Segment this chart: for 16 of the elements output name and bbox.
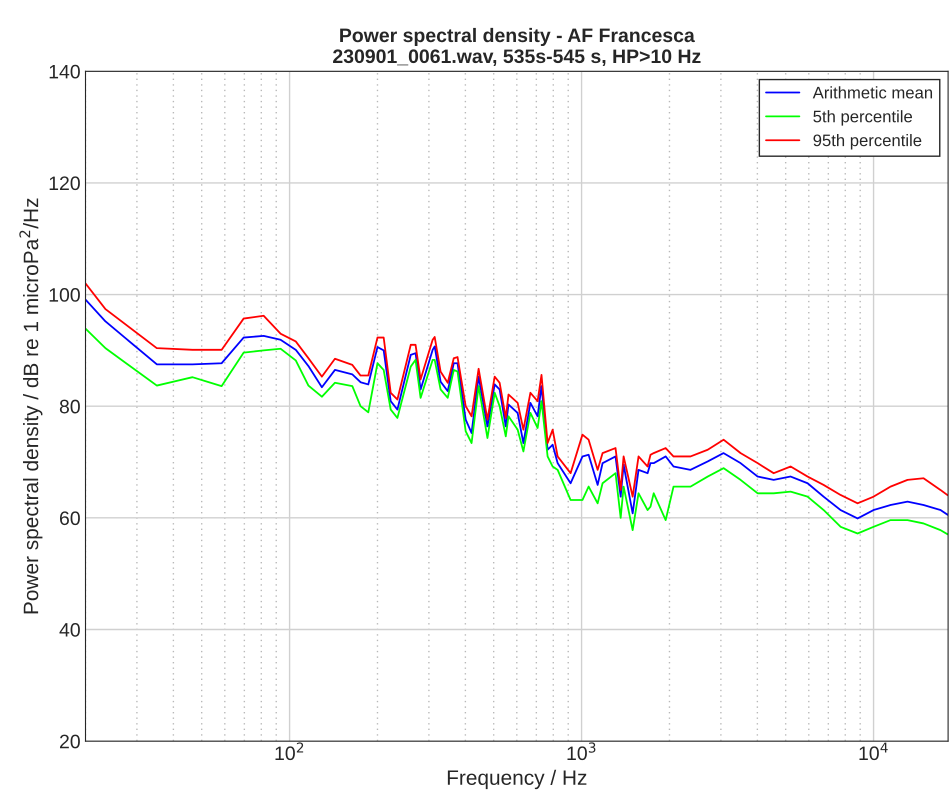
x-tick-label: 10$^{2}$ — [276, 742, 304, 760]
y-tick-label: 140 — [50, 64, 80, 79]
chart-title: Power spectral density - AF Francesca 230901_0061.wav, 535s-545 s, HP>10 Hz — [333, 28, 701, 66]
y-tick-label: 40 — [59, 622, 80, 637]
legend-label: 95th percentile — [813, 134, 922, 150]
x-axis-title: Frequency / Hz — [448, 770, 586, 790]
y-tick-label: 100 — [50, 288, 80, 302]
x-tick-label: 10$^{4}$ — [859, 742, 888, 760]
y-tick-label: 80 — [60, 400, 80, 414]
y-axis-title: Power spectral density / dB re 1 microPa$^{2}$/Hz — [19, 198, 42, 614]
x-tick-label: 10$^{3}$ — [568, 742, 596, 760]
legend-label: 5th percentile — [813, 110, 912, 126]
y-tick-label: 120 — [50, 176, 80, 190]
legend-label: Arithmetic mean — [812, 86, 932, 99]
y-tick-label: 60 — [60, 511, 80, 526]
y-tick-label: 20 — [60, 734, 80, 748]
